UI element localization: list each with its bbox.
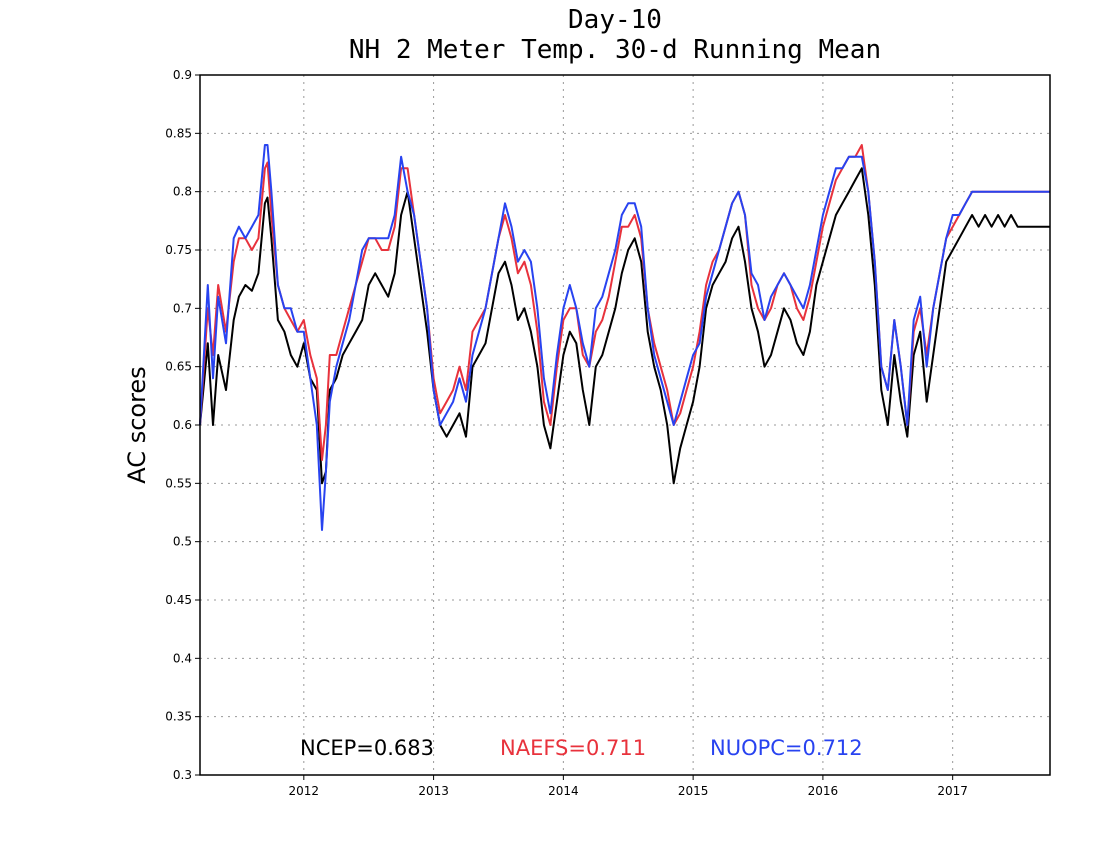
y-tick-label: 0.85 — [165, 126, 192, 140]
x-tick-label: 2016 — [808, 784, 839, 798]
series-line-nuopc — [199, 144, 1050, 531]
y-tick-label: 0.8 — [173, 185, 192, 199]
legend-ncep: NCEP=0.683 — [300, 736, 434, 760]
y-tick-label: 0.75 — [165, 243, 192, 257]
y-tick-label: 0.7 — [173, 301, 192, 315]
x-tick-label: 2013 — [418, 784, 449, 798]
x-tick-label: 2015 — [678, 784, 709, 798]
y-axis-title: AC scores — [123, 366, 151, 483]
x-tick-label: 2017 — [937, 784, 968, 798]
legend: NCEP=0.683 NAEFS=0.711 NUOPC=0.712 — [300, 736, 863, 760]
y-tick-label: 0.5 — [173, 535, 192, 549]
y-tick-label: 0.65 — [165, 360, 192, 374]
series-layer — [199, 144, 1050, 531]
y-tick-label: 0.55 — [165, 476, 192, 490]
y-tick-label: 0.6 — [173, 418, 192, 432]
y-tick-label: 0.35 — [165, 710, 192, 724]
series-line-ncep — [199, 167, 1050, 485]
x-tick-label: 2012 — [289, 784, 320, 798]
chart-title-line-2: NH 2 Meter Temp. 30-d Running Mean — [349, 35, 881, 65]
y-axis-ticks: 0.3 0.35 0.4 0.45 0.5 0.55 0.6 0.65 0.7 0.75 0.8 0.… — [165, 68, 200, 782]
grid-layer — [200, 75, 1050, 775]
series-line-naefs — [199, 144, 1050, 461]
legend-nuopc: NUOPC=0.712 — [710, 736, 863, 760]
y-tick-label: 0.4 — [173, 651, 192, 665]
chart-title-line-1: Day-10 — [568, 5, 662, 35]
y-tick-label: 0.45 — [165, 593, 192, 607]
y-tick-label: 0.9 — [173, 68, 192, 82]
legend-naefs: NAEFS=0.711 — [500, 736, 646, 760]
x-tick-label: 2014 — [548, 784, 579, 798]
x-axis-ticks: 2012 2013 2014 2015 2016 2017 — [289, 775, 968, 798]
y-tick-label: 0.3 — [173, 768, 192, 782]
